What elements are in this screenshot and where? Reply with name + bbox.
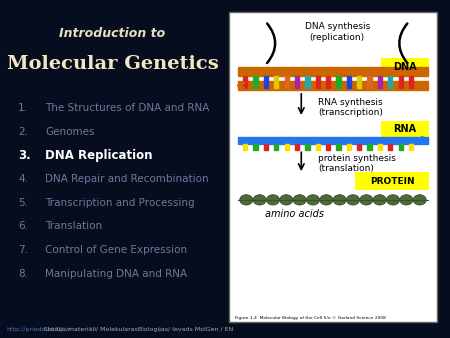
FancyBboxPatch shape bbox=[381, 121, 429, 138]
Ellipse shape bbox=[240, 195, 253, 205]
Bar bbox=[378, 144, 382, 150]
Bar bbox=[347, 76, 351, 88]
Text: 6.: 6. bbox=[18, 221, 28, 232]
Bar bbox=[357, 144, 361, 150]
Text: RNA: RNA bbox=[393, 124, 416, 135]
Bar bbox=[399, 76, 403, 88]
Bar bbox=[264, 144, 268, 150]
Text: 7.: 7. bbox=[18, 245, 28, 255]
Text: protein synthesis: protein synthesis bbox=[318, 154, 396, 163]
Bar bbox=[399, 144, 403, 150]
Bar bbox=[409, 144, 413, 150]
Text: Figure 1-4  Molecular Biology of the Cell 5/e © Garland Science 2008: Figure 1-4 Molecular Biology of the Cell… bbox=[234, 316, 386, 320]
Text: 3.: 3. bbox=[18, 149, 31, 162]
Bar bbox=[243, 76, 248, 88]
Text: Studiju materiāli/ MolekularasBiologijas/ Ievads MolGen / EN: Studiju materiāli/ MolekularasBiologijas… bbox=[41, 327, 233, 332]
Ellipse shape bbox=[346, 195, 360, 205]
Ellipse shape bbox=[413, 195, 426, 205]
Bar bbox=[337, 76, 341, 88]
Bar bbox=[253, 76, 258, 88]
Text: Molecular Genetics: Molecular Genetics bbox=[7, 55, 218, 73]
Text: Introduction to: Introduction to bbox=[59, 27, 166, 40]
Bar bbox=[238, 67, 428, 76]
Text: DNA Replication: DNA Replication bbox=[45, 149, 153, 162]
FancyBboxPatch shape bbox=[230, 13, 436, 322]
Ellipse shape bbox=[280, 195, 293, 205]
Text: Genomes: Genomes bbox=[45, 127, 94, 137]
Bar bbox=[238, 137, 428, 144]
Bar bbox=[284, 76, 289, 88]
Text: DNA synthesis: DNA synthesis bbox=[305, 23, 370, 31]
FancyBboxPatch shape bbox=[355, 172, 429, 190]
Text: 5.: 5. bbox=[18, 198, 28, 208]
Ellipse shape bbox=[373, 195, 386, 205]
Ellipse shape bbox=[360, 195, 373, 205]
Bar bbox=[305, 144, 310, 150]
Text: Translation: Translation bbox=[45, 221, 102, 232]
Text: Transcription and Processing: Transcription and Processing bbox=[45, 198, 194, 208]
Bar bbox=[295, 144, 299, 150]
Bar bbox=[243, 144, 248, 150]
Bar bbox=[337, 144, 341, 150]
Bar bbox=[378, 76, 382, 88]
Bar bbox=[388, 144, 392, 150]
Bar bbox=[357, 76, 361, 88]
Text: DNA: DNA bbox=[393, 62, 417, 72]
Ellipse shape bbox=[387, 195, 400, 205]
Bar bbox=[315, 144, 320, 150]
Text: PROTEIN: PROTEIN bbox=[370, 176, 414, 186]
Bar bbox=[264, 76, 268, 88]
Bar bbox=[284, 144, 289, 150]
Ellipse shape bbox=[253, 195, 266, 205]
Ellipse shape bbox=[306, 195, 320, 205]
Text: 4.: 4. bbox=[18, 174, 28, 184]
Text: amino acids: amino acids bbox=[266, 210, 324, 219]
Text: DNA Repair and Recombination: DNA Repair and Recombination bbox=[45, 174, 209, 184]
Bar bbox=[238, 81, 428, 90]
Bar bbox=[253, 144, 258, 150]
Bar bbox=[326, 144, 330, 150]
Bar bbox=[305, 76, 310, 88]
Text: http://priede.bf.lu.lv/: http://priede.bf.lu.lv/ bbox=[7, 327, 71, 332]
Bar bbox=[326, 76, 330, 88]
Ellipse shape bbox=[320, 195, 333, 205]
Text: The Structures of DNA and RNA: The Structures of DNA and RNA bbox=[45, 103, 209, 113]
Text: (replication): (replication) bbox=[310, 33, 365, 42]
Text: Manipulating DNA and RNA: Manipulating DNA and RNA bbox=[45, 269, 187, 279]
Ellipse shape bbox=[293, 195, 306, 205]
Ellipse shape bbox=[400, 195, 413, 205]
Text: (translation): (translation) bbox=[318, 164, 374, 173]
Bar bbox=[295, 76, 299, 88]
Text: 2.: 2. bbox=[18, 127, 28, 137]
Bar bbox=[368, 144, 372, 150]
Bar bbox=[368, 76, 372, 88]
Text: Control of Gene Expression: Control of Gene Expression bbox=[45, 245, 187, 255]
FancyBboxPatch shape bbox=[381, 58, 429, 76]
Text: 1.: 1. bbox=[18, 103, 28, 113]
Bar bbox=[274, 76, 279, 88]
Bar bbox=[409, 76, 413, 88]
Ellipse shape bbox=[333, 195, 346, 205]
Text: (transcription): (transcription) bbox=[318, 108, 383, 118]
Bar bbox=[388, 76, 392, 88]
Text: RNA synthesis: RNA synthesis bbox=[318, 98, 383, 107]
Ellipse shape bbox=[266, 195, 279, 205]
Bar bbox=[347, 144, 351, 150]
Bar bbox=[315, 76, 320, 88]
Bar bbox=[274, 144, 279, 150]
Text: 8.: 8. bbox=[18, 269, 28, 279]
